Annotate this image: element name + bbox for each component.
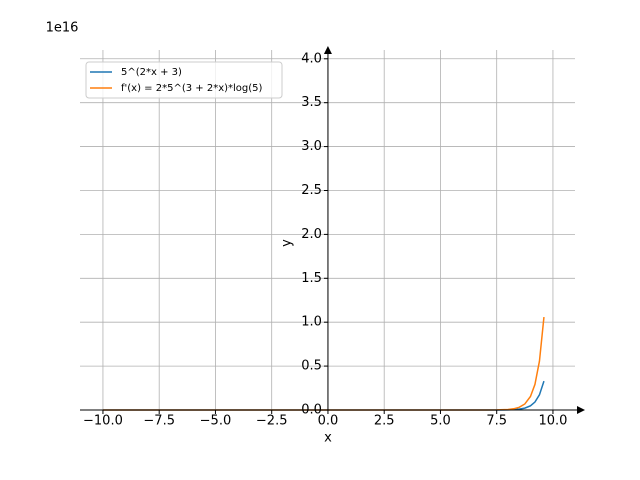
x-tick-label: 0.0 — [318, 414, 339, 429]
series-line — [102, 380, 545, 411]
x-tick-label: −7.5 — [143, 414, 175, 429]
plot-lines — [102, 316, 545, 411]
x-tick-label: 5.0 — [430, 414, 451, 429]
axes: −10.0 −7.5 −5.0 −2.5 0.0 2.5 5.0 7.5 10.00.00.51… — [80, 46, 585, 429]
y-tick-label: 1.0 — [301, 315, 322, 330]
legend-label: 5^(2*x + 3) — [121, 67, 182, 78]
x-tick-label: 2.5 — [374, 414, 395, 429]
series-line — [102, 316, 545, 411]
legend-label: f'(x) = 2*5^(3 + 2*x)*log(5) — [121, 83, 263, 94]
legend: 5^(2*x + 3) f'(x) = 2*5^(3 + 2*x)*log(5) — [85, 61, 283, 99]
x-tick-label: −2.5 — [256, 414, 288, 429]
y-tick-label: 1.5 — [301, 271, 322, 286]
offset-text: 1e16 — [46, 21, 79, 36]
x-tick-label: −10.0 — [83, 414, 123, 429]
legend-box — [85, 61, 283, 99]
y-tick-label: 3.0 — [301, 139, 322, 154]
x-tick-label: 10.0 — [538, 414, 567, 429]
y-tick-label: 3.5 — [301, 95, 322, 110]
x-arrow — [577, 406, 585, 414]
x-tick-label: −5.0 — [200, 414, 232, 429]
y-tick-label: 0.5 — [301, 359, 322, 374]
x-tick-label: 7.5 — [486, 414, 507, 429]
y-tick-label: 4.0 — [301, 51, 322, 66]
y-tick-label: 2.5 — [301, 183, 322, 198]
y-arrow — [323, 46, 332, 54]
y-axis-label: y — [280, 239, 295, 247]
x-axis-label: x — [324, 431, 332, 446]
y-tick-label: 2.0 — [301, 227, 322, 242]
